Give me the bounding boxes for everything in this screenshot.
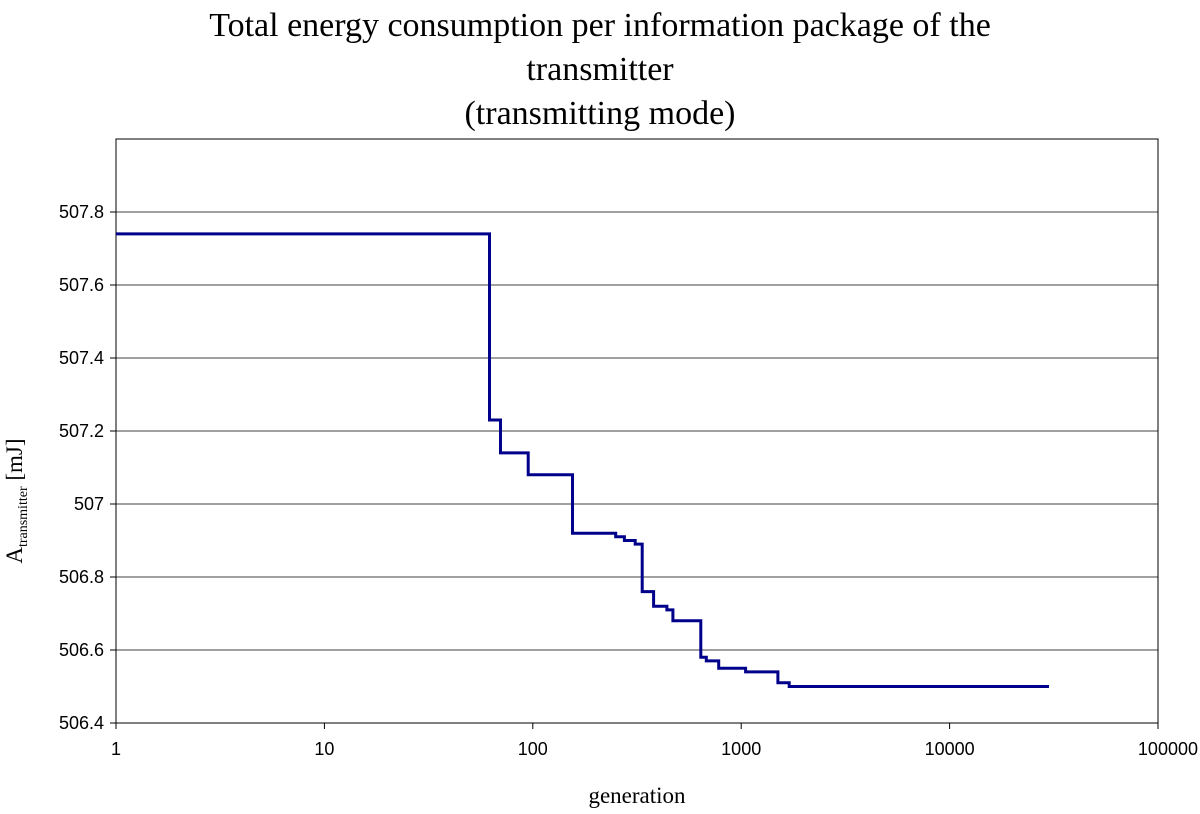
chart-title: Total energy consumption per information… bbox=[0, 4, 1200, 136]
x-tick-label: 1000 bbox=[721, 739, 761, 759]
y-tick-label: 506.8 bbox=[59, 567, 104, 587]
x-tick-label: 10000 bbox=[925, 739, 975, 759]
chart-title-line-2: transmitter bbox=[526, 51, 674, 88]
y-tick-label: 507.2 bbox=[59, 421, 104, 441]
y-tick-label: 507.4 bbox=[59, 348, 104, 368]
gridlines bbox=[116, 211, 1158, 651]
y-tick-label: 506.4 bbox=[59, 713, 104, 733]
y-tick-label: 506.6 bbox=[59, 640, 104, 660]
y-tick-label: 507 bbox=[74, 494, 104, 514]
chart-title-line-1: Total energy consumption per information… bbox=[209, 7, 991, 44]
x-axis-label: generation bbox=[588, 783, 686, 808]
y-tick-label: 507.8 bbox=[59, 202, 104, 222]
series-line bbox=[116, 232, 1049, 688]
y-axis-ticks: 506.4 506.6 506.8 507 507.2 507.4 507.6 507.8 bbox=[59, 202, 116, 733]
y-axis-label-unit: [mJ] bbox=[2, 438, 27, 486]
x-tick-label: 10 bbox=[314, 739, 334, 759]
x-tick-label: 100 bbox=[518, 739, 548, 759]
y-tick-label: 507.6 bbox=[59, 275, 104, 295]
x-tick-label: 100000 bbox=[1138, 739, 1198, 759]
y-axis-label: Atransmitter [mJ] bbox=[2, 438, 31, 563]
y-axis-label-subscript: transmitter bbox=[16, 486, 31, 547]
y-axis-label-main: A bbox=[2, 547, 27, 564]
chart-title-line-3: (transmitting mode) bbox=[464, 95, 736, 132]
x-axis-ticks: 1 10 100 1000 10000 100000 bbox=[111, 723, 1198, 759]
x-tick-label: 1 bbox=[111, 739, 121, 759]
